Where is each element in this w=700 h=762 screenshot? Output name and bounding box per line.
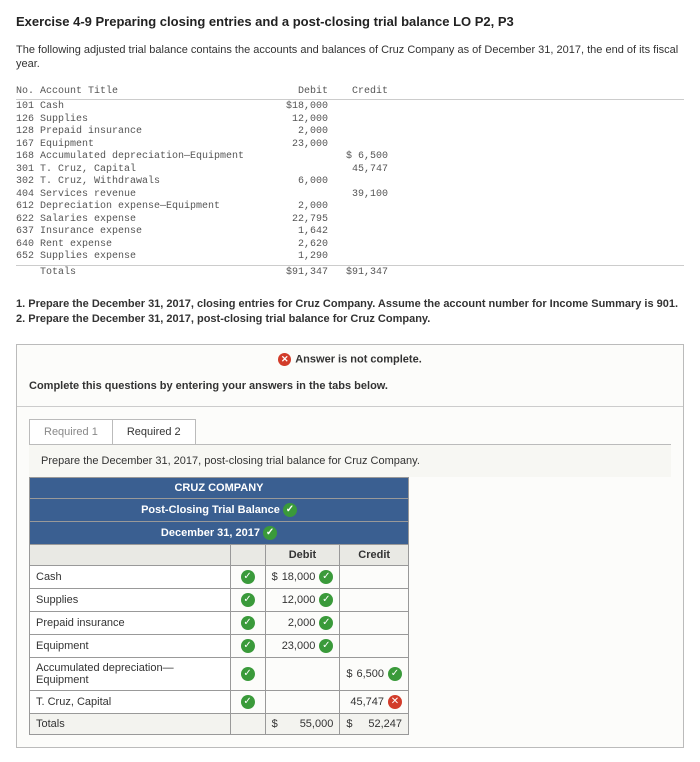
intro-text: The following adjusted trial balance con… <box>16 43 684 72</box>
check-icon: ✓ <box>263 526 277 540</box>
answer-status-banner: ✕Answer is not complete. <box>17 345 683 372</box>
ptb-debit-cell[interactable] <box>265 690 340 713</box>
post-closing-trial-balance-table: CRUZ COMPANY Post-Closing Trial Balance … <box>29 477 409 735</box>
ptb-debit-cell[interactable]: 12,000✓ <box>265 588 340 611</box>
ptb-totals-label: Totals <box>30 713 231 734</box>
ptb-totals-debit: $55,000 <box>265 713 340 734</box>
ptb-col-debit: Debit <box>265 544 340 565</box>
check-icon: ✓ <box>388 667 402 681</box>
error-icon: ✕ <box>388 695 402 709</box>
error-icon: ✕ <box>278 353 291 366</box>
ptb-col-credit: Credit <box>340 544 409 565</box>
ptb-credit-cell[interactable] <box>340 611 409 634</box>
ptb-credit-cell[interactable] <box>340 588 409 611</box>
check-icon: ✓ <box>241 639 255 653</box>
ptb-credit-cell[interactable]: $6,500✓ <box>340 657 409 690</box>
ptb-credit-cell[interactable]: 45,747✕ <box>340 690 409 713</box>
check-icon: ✓ <box>241 570 255 584</box>
exercise-title: Exercise 4-9 Preparing closing entries a… <box>16 14 684 29</box>
check-icon: ✓ <box>241 593 255 607</box>
ptb-debit-cell[interactable]: 2,000✓ <box>265 611 340 634</box>
requirements-list: 1. Prepare the December 31, 2017, closin… <box>16 297 684 328</box>
ptb-account-cell[interactable]: Cash <box>30 565 231 588</box>
check-icon: ✓ <box>319 639 333 653</box>
tabs-instruction: Complete this questions by entering your… <box>17 372 683 407</box>
ptb-company: CRUZ COMPANY <box>30 477 409 498</box>
ptb-account-cell[interactable]: Prepaid insurance <box>30 611 231 634</box>
adjusted-trial-balance-table: No. Account Title Debit Credit 101 Cash … <box>16 86 684 280</box>
check-icon: ✓ <box>319 570 333 584</box>
tab-required-2[interactable]: Required 2 <box>112 419 196 444</box>
ptb-account-cell[interactable]: T. Cruz, Capital <box>30 690 231 713</box>
requirement-2: 2. Prepare the December 31, 2017, post-c… <box>16 312 684 327</box>
check-icon: ✓ <box>241 667 255 681</box>
ptb-account-cell[interactable]: Accumulated depreciation—Equipment <box>30 657 231 690</box>
ptb-col-account <box>30 544 231 565</box>
requirement-1: 1. Prepare the December 31, 2017, closin… <box>16 297 684 312</box>
check-icon: ✓ <box>283 503 297 517</box>
ptb-credit-cell[interactable] <box>340 634 409 657</box>
ptb-debit-cell[interactable]: $18,000✓ <box>265 565 340 588</box>
tab-bar: Required 1 Required 2 <box>17 407 683 444</box>
check-icon: ✓ <box>319 616 333 630</box>
ptb-credit-cell[interactable] <box>340 565 409 588</box>
ptb-account-cell[interactable]: Supplies <box>30 588 231 611</box>
check-icon: ✓ <box>241 695 255 709</box>
answer-container: ✕Answer is not complete. Complete this q… <box>16 344 684 748</box>
panel-instruction: Prepare the December 31, 2017, post-clos… <box>29 444 671 477</box>
check-icon: ✓ <box>319 593 333 607</box>
check-icon: ✓ <box>241 616 255 630</box>
ptb-date: December 31, 2017 ✓ <box>30 521 409 544</box>
tab-required-1[interactable]: Required 1 <box>29 419 113 444</box>
ptb-title: Post-Closing Trial Balance ✓ <box>30 498 409 521</box>
ptb-debit-cell[interactable]: 23,000✓ <box>265 634 340 657</box>
ptb-debit-cell[interactable] <box>265 657 340 690</box>
ptb-account-cell[interactable]: Equipment <box>30 634 231 657</box>
ptb-totals-credit: $52,247 <box>340 713 409 734</box>
